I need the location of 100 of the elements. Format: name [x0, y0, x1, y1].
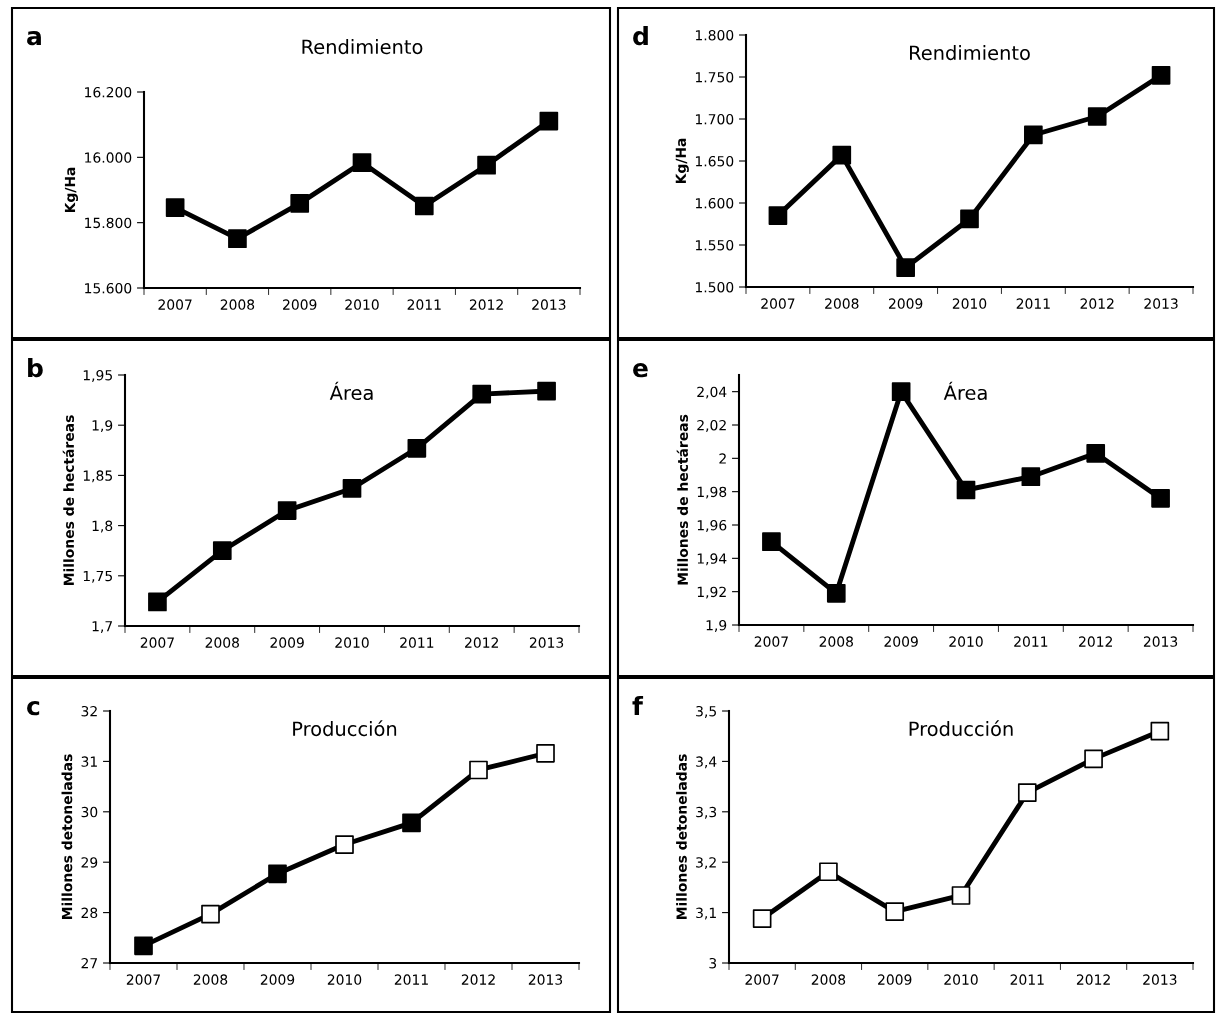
- x-tick-label: 2009: [884, 636, 918, 647]
- text: b: [28, 358, 43, 378]
- y-tick-label: 2,02: [697, 419, 726, 432]
- point: [1087, 107, 1107, 126]
- point: [1151, 488, 1170, 508]
- x-tick-label: 2007: [754, 636, 788, 647]
- y-tick-label: 29: [81, 857, 98, 868]
- x-tick-label: 2011: [1016, 298, 1050, 309]
- x-tick-label: 2013: [532, 299, 566, 310]
- point: [472, 384, 492, 404]
- point: [414, 196, 434, 216]
- y-tick-label: 3: [709, 957, 717, 969]
- point: [832, 145, 852, 165]
- text: e: [633, 363, 648, 378]
- x-tick-label: 2011: [400, 637, 434, 648]
- point: [956, 480, 976, 500]
- x-tick-label: 2008: [819, 636, 854, 647]
- x-tick-label: 2010: [949, 636, 983, 647]
- x-tick-label: 2009: [270, 637, 304, 648]
- y-tick-label: 1,9: [706, 619, 727, 632]
- y-tick-label: 15.800: [85, 217, 132, 229]
- x-tick-label: 2008: [205, 637, 240, 648]
- point: [896, 258, 915, 278]
- y-tick-label: 3,3: [696, 806, 717, 819]
- point: [1151, 65, 1171, 85]
- x-tick-label: 2007: [761, 298, 795, 309]
- y-axis-title: Millones de hectáreas: [676, 414, 689, 585]
- point: [212, 541, 232, 561]
- y-tick-label: 2,04: [697, 386, 727, 399]
- chart-title: Área: [943, 381, 987, 401]
- x-tick-label: 2010: [952, 298, 987, 309]
- y-tick-label: 3,1: [696, 907, 716, 920]
- y-tick-label: 1,96: [697, 519, 727, 532]
- chart-title: Rendimiento: [302, 39, 423, 55]
- point: [335, 835, 354, 854]
- chart-title: Rendimiento: [910, 45, 1030, 61]
- y-tick-label: 32: [81, 705, 97, 717]
- x-tick-label: 2009: [878, 974, 912, 985]
- y-tick-label: 1,95: [83, 369, 112, 382]
- y-tick-label: 3,5: [696, 705, 716, 718]
- point: [1017, 783, 1037, 802]
- point: [1021, 467, 1041, 487]
- text: c: [27, 701, 40, 716]
- point: [885, 902, 905, 921]
- x-tick-label: 2013: [529, 637, 564, 648]
- y-axis-title: Millones de hectáreas: [62, 415, 75, 586]
- point: [768, 206, 788, 225]
- y-tick-label: 1.750: [695, 71, 734, 83]
- text: f: [632, 696, 644, 715]
- x-tick-label: 2012: [1076, 974, 1110, 985]
- x-tick-label: 2008: [193, 974, 228, 985]
- x-tick-label: 2008: [220, 299, 255, 310]
- y-tick-label: 15.600: [85, 282, 132, 294]
- point: [1086, 443, 1106, 463]
- y-tick-label: 30: [81, 806, 98, 818]
- y-tick-label: 16.200: [85, 86, 132, 98]
- y-tick-label: 2: [719, 453, 726, 464]
- point: [148, 592, 167, 612]
- y-tick-label: 1.800: [695, 29, 734, 41]
- point: [469, 760, 488, 780]
- y-tick-label: 1,7: [92, 621, 113, 633]
- x-tick-label: 2009: [888, 298, 923, 309]
- y-tick-label: 1,75: [83, 570, 112, 583]
- point: [536, 743, 555, 763]
- y-tick-label: 1.700: [695, 113, 734, 125]
- y-tick-label: 1.500: [695, 281, 734, 293]
- chart-title: Producción: [293, 720, 397, 737]
- point: [228, 229, 247, 249]
- y-axis-title: Kg/Ha: [64, 167, 79, 213]
- point: [268, 864, 287, 884]
- x-tick-label: 2009: [260, 974, 295, 985]
- point: [819, 862, 838, 882]
- chart-title: Producción: [909, 720, 1013, 737]
- y-axis-title: Millones detoneladas: [61, 754, 73, 920]
- x-tick-label: 2007: [140, 637, 174, 648]
- x-tick-label: 2012: [1079, 636, 1112, 647]
- point: [762, 532, 781, 552]
- point: [539, 111, 559, 131]
- x-tick-label: 2011: [1010, 974, 1044, 985]
- y-axis-title: Millones detoneladas: [676, 754, 687, 920]
- y-tick-label: 1,9: [92, 420, 113, 433]
- y-tick-label: 3,4: [696, 756, 717, 769]
- point: [752, 909, 772, 928]
- point: [1084, 749, 1103, 769]
- x-tick-label: 2008: [825, 298, 859, 309]
- text: d: [633, 26, 648, 46]
- point: [290, 194, 310, 213]
- x-tick-label: 2012: [469, 299, 503, 310]
- y-axis-title: Kg/Ha: [675, 138, 689, 184]
- y-tick-label: 1,98: [697, 486, 727, 499]
- point: [951, 886, 971, 905]
- x-tick-label: 2013: [1143, 636, 1178, 647]
- point: [402, 813, 421, 833]
- y-tick-label: 31: [81, 756, 97, 767]
- text: a: [27, 31, 41, 46]
- x-tick-label: 2010: [327, 974, 362, 985]
- point: [960, 209, 979, 229]
- x-tick-label: 2012: [1080, 298, 1114, 309]
- chart-title: Área: [329, 381, 373, 401]
- point: [342, 479, 362, 498]
